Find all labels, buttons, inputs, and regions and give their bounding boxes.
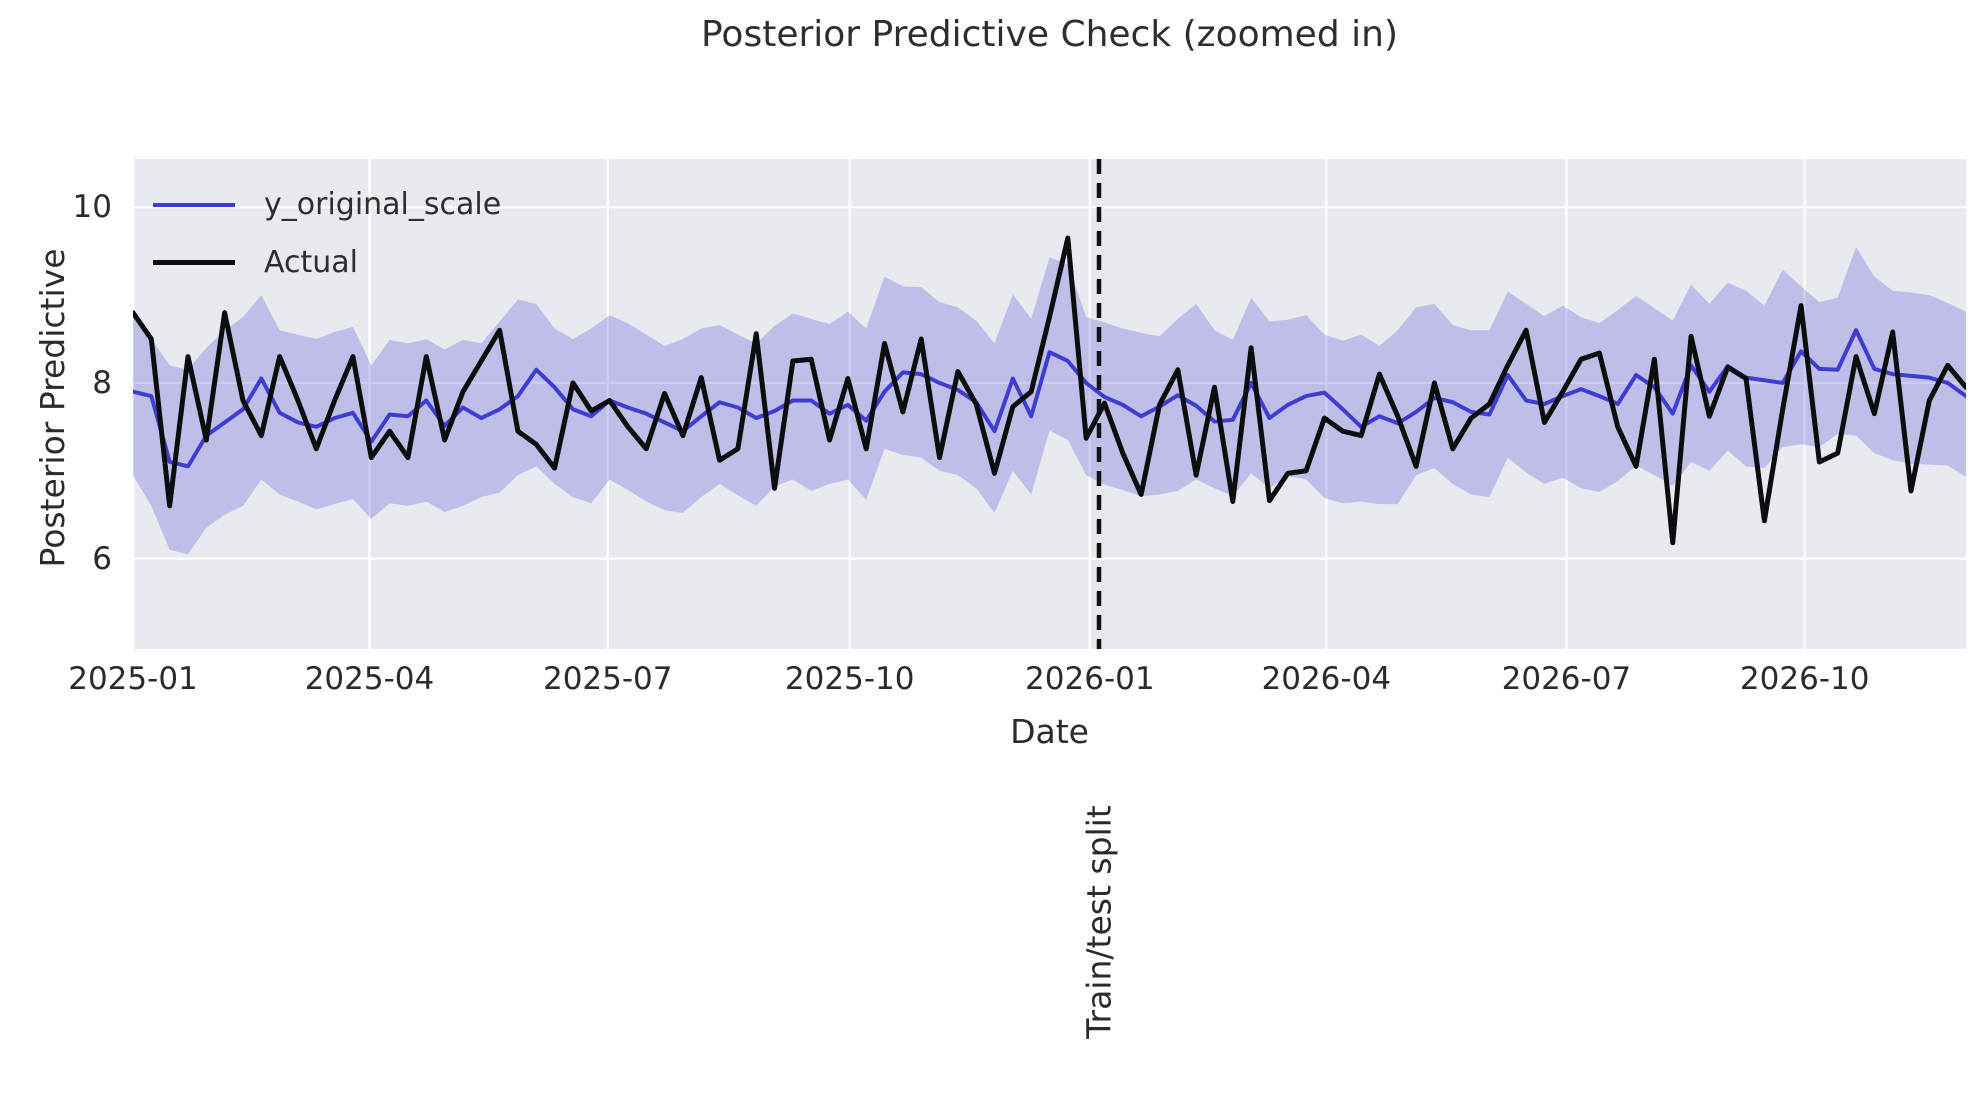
legend-label: Actual: [264, 245, 358, 280]
legend-label: y_original_scale: [264, 187, 502, 222]
x-tick-label: 2026-04: [1261, 661, 1392, 697]
uncertainty-band: [133, 246, 1966, 555]
x-axis-label: Date: [1010, 712, 1089, 751]
x-tick-label: 2026-10: [1739, 661, 1870, 697]
x-tick-label: 2026-01: [1025, 661, 1155, 697]
x-tick-label: 2025-04: [304, 661, 435, 697]
legend: y_original_scale Actual: [153, 185, 501, 282]
chart-title: Posterior Predictive Check (zoomed in): [701, 14, 1398, 55]
y-tick-label: 10: [72, 189, 112, 226]
legend-item-y-original-scale: y_original_scale: [153, 185, 501, 224]
train-test-split-annotation: Train/test split: [1079, 805, 1119, 1039]
blue-line-swatch-icon: [153, 202, 235, 207]
chart-canvas: [133, 159, 1966, 649]
x-tick-label: 2026-07: [1501, 661, 1632, 697]
x-tick-label: 2025-10: [784, 661, 915, 697]
actual-line: [133, 235, 1966, 546]
legend-item-actual: Actual: [153, 243, 501, 282]
x-tick-label: 2025-01: [68, 661, 198, 697]
y-tick-label: 6: [92, 540, 112, 577]
black-line-swatch-icon: [153, 260, 235, 265]
x-tick-label: 2025-07: [542, 661, 673, 697]
plot-area: y_original_scale Actual: [133, 159, 1966, 649]
y-tick-label: 8: [92, 364, 112, 401]
